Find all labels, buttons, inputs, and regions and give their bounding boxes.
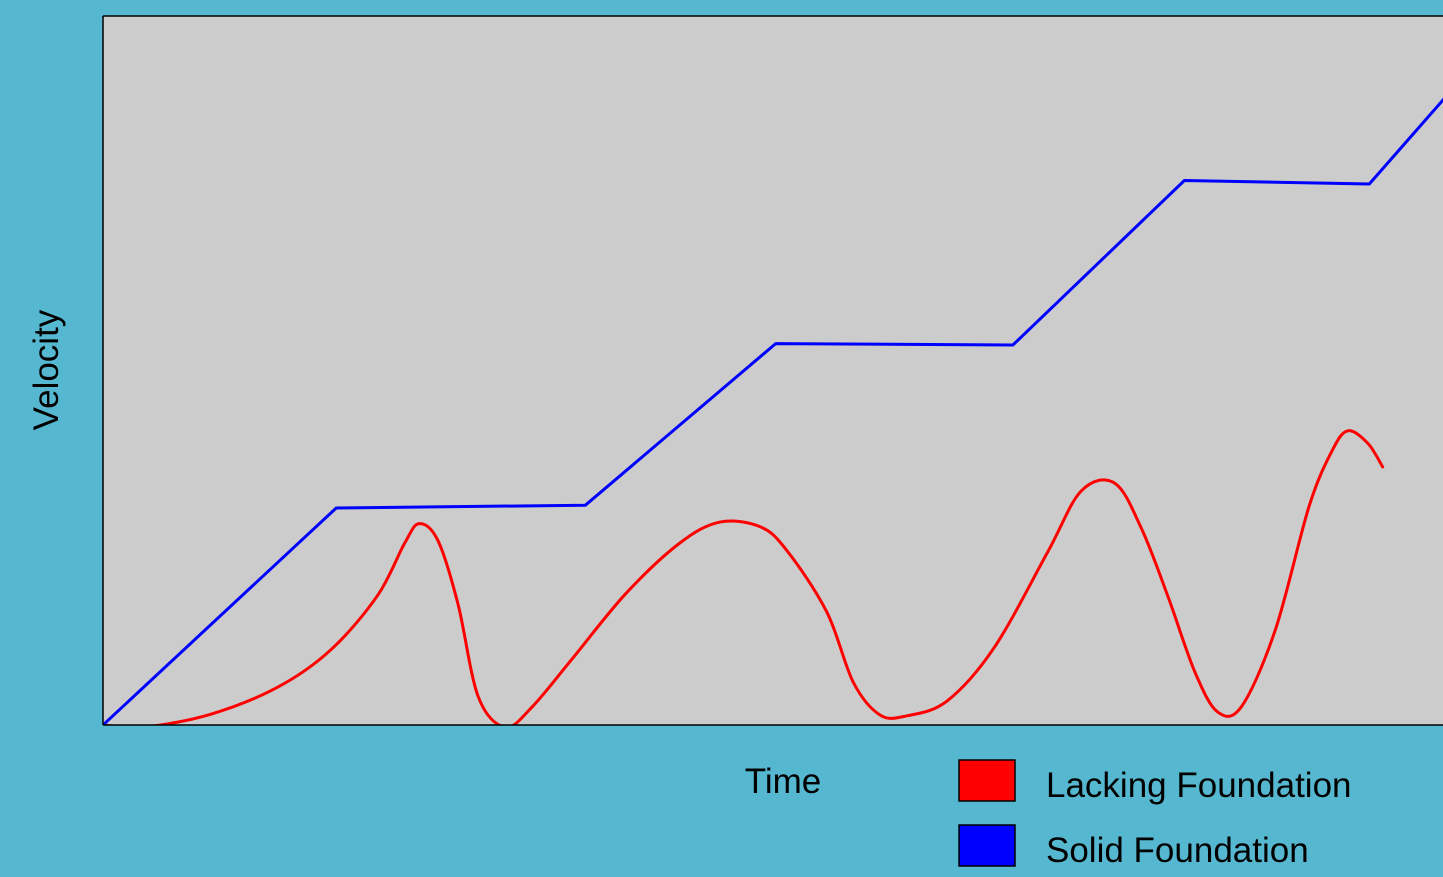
legend-label-solid-foundation: Solid Foundation bbox=[1046, 831, 1309, 870]
series-layer bbox=[103, 97, 1443, 725]
legend-label-lacking-foundation: Lacking Foundation bbox=[1046, 766, 1352, 805]
series-line-solid-foundation bbox=[103, 97, 1443, 725]
x-axis-label: Time bbox=[745, 762, 821, 801]
legend-swatch-lacking-foundation bbox=[958, 759, 1016, 802]
legend: Lacking Foundation Solid Foundation bbox=[958, 759, 1352, 870]
plot-background bbox=[103, 16, 1443, 725]
legend-swatch-solid-foundation bbox=[958, 824, 1016, 867]
series-line-lacking-foundation bbox=[103, 429, 1385, 725]
y-axis-label: Velocity bbox=[27, 309, 66, 430]
